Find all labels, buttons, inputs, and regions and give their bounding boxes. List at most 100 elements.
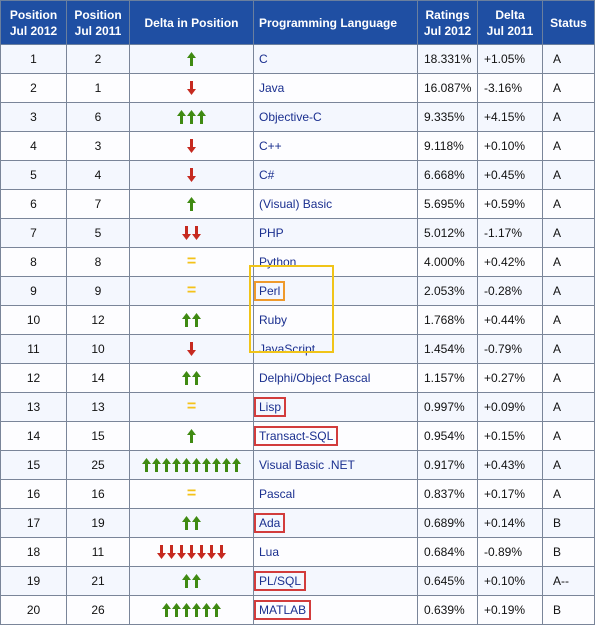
delta-position-cell — [129, 131, 254, 161]
language-name[interactable]: Delphi/Object Pascal — [259, 371, 371, 385]
trend-indicator — [130, 81, 253, 95]
language-cell: MATLAB — [253, 595, 418, 625]
delta-cell: +0.59% — [477, 189, 543, 219]
header-ratings[interactable]: Ratings Jul 2012 — [417, 0, 478, 45]
language-name-highlighted[interactable]: PL/SQL — [254, 571, 307, 591]
table-row: 1 2 C 18.331% +1.05% A — [0, 44, 595, 74]
language-name[interactable]: Pascal — [259, 487, 296, 501]
equal-icon: = — [186, 398, 197, 415]
arrow-down-icon — [207, 545, 216, 559]
table-body: 1 2 C 18.331% +1.05% A 2 1 Java 16.087% -3.16% A 3 6 O… — [0, 44, 595, 625]
delta-cell: +0.15% — [477, 421, 543, 451]
arrow-up-icon — [192, 458, 201, 472]
position-2012-cell: 20 — [0, 595, 67, 625]
header-delta-in-position[interactable]: Delta in Position — [129, 0, 254, 45]
position-2012-cell: 11 — [0, 334, 67, 364]
equal-icon: = — [186, 253, 197, 270]
position-2011-cell: 15 — [66, 421, 130, 451]
language-name[interactable]: JavaScript — [259, 342, 316, 356]
language-name[interactable]: C++ — [259, 139, 282, 153]
header-position-2012[interactable]: Position Jul 2012 — [0, 0, 67, 45]
table-row: 18 11 Lua 0.684% -0.89% B — [0, 537, 595, 567]
equal-icon: = — [186, 282, 197, 299]
trend-indicator — [130, 458, 253, 472]
rating-cell: 1.768% — [417, 305, 478, 335]
rating-cell: 0.997% — [417, 392, 478, 422]
language-name[interactable]: Lua — [259, 545, 280, 559]
language-name-highlighted[interactable]: Transact-SQL — [254, 426, 339, 446]
trend-indicator — [130, 342, 253, 356]
trend-indicator — [130, 52, 253, 66]
language-cell: Python — [253, 247, 418, 277]
header-status[interactable]: Status — [542, 0, 595, 45]
position-2012-cell: 18 — [0, 537, 67, 567]
rating-cell: 5.012% — [417, 218, 478, 248]
language-name[interactable]: C — [259, 52, 268, 66]
table-row: 6 7 (Visual) Basic 5.695% +0.59% A — [0, 189, 595, 219]
arrow-up-icon — [222, 458, 231, 472]
rating-cell: 0.689% — [417, 508, 478, 538]
trend-indicator — [130, 139, 253, 153]
status-cell: A — [542, 450, 595, 480]
arrow-down-icon — [167, 545, 176, 559]
delta-position-cell — [129, 44, 254, 74]
language-cell: Pascal — [253, 479, 418, 509]
arrow-up-icon — [202, 458, 211, 472]
trend-indicator: = — [130, 486, 253, 502]
language-name[interactable]: Ruby — [259, 313, 288, 327]
language-name[interactable]: C# — [259, 168, 275, 182]
delta-position-cell — [129, 218, 254, 248]
language-name[interactable]: Java — [259, 81, 285, 95]
table-row: 8 8 = Python 4.000% +0.42% A — [0, 247, 595, 277]
arrow-down-icon — [187, 168, 196, 182]
language-name-highlighted[interactable]: MATLAB — [254, 600, 312, 620]
rating-cell: 0.917% — [417, 450, 478, 480]
delta-position-cell — [129, 421, 254, 451]
rating-cell: 4.000% — [417, 247, 478, 277]
language-name-highlighted[interactable]: Ada — [254, 513, 286, 533]
arrow-up-icon — [182, 458, 191, 472]
arrow-down-icon — [187, 139, 196, 153]
arrow-up-icon — [162, 603, 171, 617]
status-cell: A — [542, 131, 595, 161]
delta-cell: -0.79% — [477, 334, 543, 364]
language-name-highlighted[interactable]: Lisp — [254, 397, 287, 417]
arrow-up-icon — [152, 458, 161, 472]
language-name[interactable]: PHP — [259, 226, 284, 240]
language-cell: C — [253, 44, 418, 74]
language-cell: Visual Basic .NET — [253, 450, 418, 480]
status-cell: A — [542, 73, 595, 103]
trend-indicator — [130, 226, 253, 240]
delta-cell: -1.17% — [477, 218, 543, 248]
status-cell: A — [542, 479, 595, 509]
status-cell: A — [542, 276, 595, 306]
language-name[interactable]: Objective-C — [259, 110, 322, 124]
header-position-2011[interactable]: Position Jul 2011 — [66, 0, 130, 45]
position-2012-cell: 2 — [0, 73, 67, 103]
header-programming-language[interactable]: Programming Language — [253, 0, 418, 45]
language-cell: PHP — [253, 218, 418, 248]
status-cell: A-- — [542, 566, 595, 596]
table-row: 11 10 JavaScript 1.454% -0.79% A — [0, 334, 595, 364]
language-name[interactable]: Python — [259, 255, 297, 269]
arrow-up-icon — [192, 313, 201, 327]
rating-cell: 9.335% — [417, 102, 478, 132]
language-cell: Transact-SQL — [253, 421, 418, 451]
status-cell: A — [542, 189, 595, 219]
language-name[interactable]: (Visual) Basic — [259, 197, 333, 211]
delta-cell: +0.19% — [477, 595, 543, 625]
delta-position-cell: = — [129, 276, 254, 306]
trend-indicator: = — [130, 283, 253, 299]
header-delta[interactable]: Delta Jul 2011 — [477, 0, 543, 45]
rating-cell: 0.954% — [417, 421, 478, 451]
position-2011-cell: 2 — [66, 44, 130, 74]
language-name-highlighted[interactable]: Perl — [254, 281, 286, 301]
arrow-up-icon — [192, 574, 201, 588]
language-name[interactable]: Visual Basic .NET — [259, 458, 355, 472]
status-cell: A — [542, 102, 595, 132]
arrow-down-icon — [177, 545, 186, 559]
rating-cell: 0.639% — [417, 595, 478, 625]
table-row: 13 13 = Lisp 0.997% +0.09% A — [0, 392, 595, 422]
delta-cell: +0.14% — [477, 508, 543, 538]
